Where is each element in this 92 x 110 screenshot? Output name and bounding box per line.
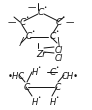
Text: •: • xyxy=(37,65,40,70)
Text: •: • xyxy=(55,29,58,34)
Text: /: / xyxy=(20,37,23,47)
Text: •: • xyxy=(55,65,58,70)
Text: C: C xyxy=(56,18,62,27)
Text: •HC: •HC xyxy=(8,72,25,81)
Text: CH•: CH• xyxy=(62,72,79,81)
Text: Cl: Cl xyxy=(55,54,63,63)
Text: •: • xyxy=(43,5,46,10)
Text: C: C xyxy=(26,32,32,41)
Text: Cl: Cl xyxy=(55,46,63,55)
Text: •: • xyxy=(55,95,58,100)
Text: C: C xyxy=(50,32,56,41)
Text: H: H xyxy=(32,68,38,77)
Text: —: — xyxy=(66,18,74,27)
Text: •: • xyxy=(25,15,28,20)
Text: Zr: Zr xyxy=(36,50,46,59)
Text: \: \ xyxy=(56,37,59,47)
Text: •: • xyxy=(37,95,40,100)
Text: •: • xyxy=(31,29,34,34)
Text: H: H xyxy=(32,98,38,107)
Text: H: H xyxy=(50,98,56,107)
Text: •: • xyxy=(61,15,64,20)
Text: C: C xyxy=(55,83,61,92)
Text: C: C xyxy=(20,18,26,27)
Text: C: C xyxy=(50,68,56,77)
Text: C: C xyxy=(38,8,44,17)
Text: —: — xyxy=(28,3,36,12)
Text: C: C xyxy=(24,83,30,92)
Text: —: — xyxy=(8,18,16,27)
